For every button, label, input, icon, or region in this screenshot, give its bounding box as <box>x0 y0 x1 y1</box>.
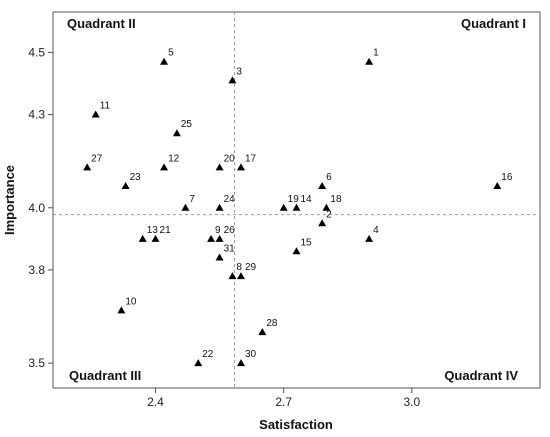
point-marker <box>493 182 502 190</box>
point-marker <box>236 272 245 280</box>
point-marker <box>207 234 216 242</box>
point-label: 22 <box>202 349 214 360</box>
point-label: 20 <box>224 153 236 164</box>
point-marker <box>228 272 237 280</box>
point-label: 26 <box>224 225 236 236</box>
point-marker <box>236 359 245 367</box>
y-axis-ticks: 3.5 3.8 4.0 4.3 4.5 <box>28 45 53 370</box>
point-marker <box>258 328 267 336</box>
y-tick-label: 3.8 <box>28 263 45 277</box>
point-marker <box>151 234 160 242</box>
point-label: 31 <box>224 243 236 254</box>
point-label: 2 <box>326 209 332 220</box>
point-marker <box>215 234 224 242</box>
y-tick-label: 4.3 <box>28 108 45 122</box>
point-label: 7 <box>189 194 195 205</box>
point-marker <box>365 57 374 65</box>
point-marker <box>160 57 169 65</box>
quadrant-label: Quadrant IV <box>444 368 518 383</box>
point-marker <box>292 203 301 211</box>
quadrant-label: Quadrant I <box>461 16 526 31</box>
point-marker <box>318 182 327 190</box>
point-label: 5 <box>168 48 174 59</box>
y-tick-label: 4.5 <box>28 45 45 59</box>
point-label: 27 <box>91 153 103 164</box>
point-marker <box>172 129 181 137</box>
point-marker <box>160 163 169 171</box>
point-marker <box>322 203 331 211</box>
point-label: 28 <box>266 318 278 329</box>
point-label: 16 <box>501 172 513 183</box>
point-label: 15 <box>301 237 313 248</box>
point-label: 11 <box>100 101 111 112</box>
point-label: 12 <box>168 153 180 164</box>
point-label: 10 <box>125 296 137 307</box>
plot-frame <box>52 11 541 389</box>
point-label: 8 <box>236 262 242 273</box>
point-label: 1 <box>373 48 379 59</box>
point-marker <box>215 203 224 211</box>
y-tick-label: 3.5 <box>28 356 45 370</box>
point-marker <box>279 203 288 211</box>
x-axis-ticks: 2.4 2.7 3.0 <box>147 388 421 409</box>
point-label: 24 <box>224 194 236 205</box>
point-label: 23 <box>130 172 142 183</box>
point-label: 3 <box>236 66 242 77</box>
point-marker <box>236 163 245 171</box>
y-axis-label: Importance <box>2 165 17 235</box>
point-label: 21 <box>160 225 172 236</box>
point-label: 14 <box>301 194 313 205</box>
point-marker <box>194 359 203 367</box>
quadrant-label: Quadrant III <box>69 368 141 383</box>
y-tick-label: 4.0 <box>28 201 45 215</box>
quadrant-label: Quadrant II <box>67 16 136 31</box>
point-marker <box>83 163 92 171</box>
quadrant-labels: Quadrant I Quadrant II Quadrant III Quadran… <box>67 16 526 383</box>
point-label: 25 <box>181 119 193 130</box>
point-label: 29 <box>245 262 257 273</box>
point-marker <box>138 234 147 242</box>
point-label: 4 <box>373 225 379 236</box>
point-marker <box>292 247 301 255</box>
point-label: 30 <box>245 349 257 360</box>
x-tick-label: 2.4 <box>147 395 164 409</box>
point-marker <box>121 182 130 190</box>
point-marker <box>318 219 327 227</box>
point-label: 13 <box>147 225 159 236</box>
x-tick-label: 3.0 <box>403 395 420 409</box>
point-label: 6 <box>326 172 332 183</box>
point-marker <box>215 163 224 171</box>
x-axis-label: Satisfaction <box>259 417 333 432</box>
point-marker <box>365 234 374 242</box>
point-marker <box>215 253 224 261</box>
reference-lines <box>53 12 540 388</box>
point-marker <box>117 306 126 314</box>
point-label: 9 <box>215 225 221 236</box>
point-label: 17 <box>245 153 257 164</box>
x-tick-label: 2.7 <box>275 395 292 409</box>
point-label: 18 <box>330 194 342 205</box>
point-label: 19 <box>288 194 300 205</box>
point-marker <box>228 76 237 84</box>
data-points: 1234567891011121314151617181920212223242… <box>83 48 513 367</box>
point-marker <box>91 110 100 118</box>
point-marker <box>181 203 190 211</box>
